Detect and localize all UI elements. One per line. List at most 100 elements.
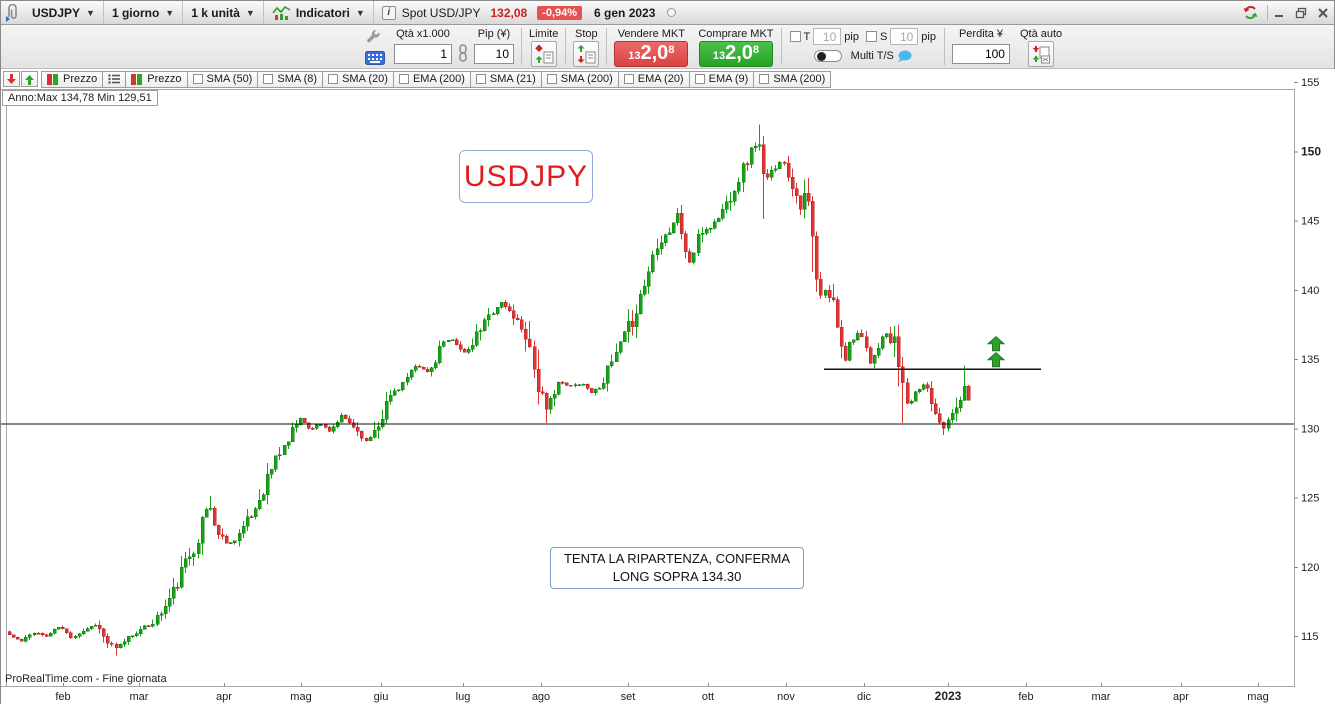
pip-input[interactable] xyxy=(474,43,514,64)
indicators-dropdown[interactable]: Indicatori ▼ xyxy=(264,1,374,24)
refresh-button[interactable] xyxy=(1239,1,1261,24)
indicator-chip-label: SMA (20) xyxy=(342,73,388,85)
help-bubble-icon[interactable] xyxy=(897,50,912,63)
year-range-label: Anno:Max 134,78 Min 129,51 xyxy=(2,90,158,106)
sell-shortcut-button[interactable] xyxy=(3,71,20,87)
list-icon xyxy=(108,74,121,84)
x-tick-label: lug xyxy=(456,691,471,703)
auto-qty-icon xyxy=(1032,46,1051,64)
indicator-checkbox[interactable] xyxy=(546,74,557,84)
indicator-chip-sma-200-[interactable]: SMA (200) xyxy=(540,70,619,88)
units-dropdown[interactable]: 1 k unità ▼ xyxy=(183,1,264,24)
indicator-chip-label: SMA (200) xyxy=(773,73,826,85)
indicator-chip-label: SMA (50) xyxy=(206,73,253,85)
workspace-link-icon[interactable] xyxy=(1,1,24,24)
sell-price-big: 2,0 xyxy=(640,42,669,64)
x-tick-label: feb xyxy=(1018,691,1033,703)
indicator-chip-ema-9-[interactable]: EMA (9) xyxy=(688,70,755,88)
buy-group: Comprare MKT 13 2,0 8 xyxy=(693,25,778,68)
indicator-chip-ema-20-[interactable]: EMA (20) xyxy=(617,70,690,88)
quantity-input[interactable] xyxy=(394,43,452,64)
indicator-chip-sma-21-[interactable]: SMA (21) xyxy=(469,70,542,88)
indicator-chip-label: SMA (200) xyxy=(560,73,613,85)
indicator-chip-sma-200-[interactable]: SMA (200) xyxy=(753,70,832,88)
info-icon[interactable]: i xyxy=(381,5,396,20)
settings-wrench-icon[interactable] xyxy=(365,28,381,44)
x-tick-label: apr xyxy=(216,691,232,703)
indicator-checkbox[interactable] xyxy=(192,74,203,84)
tp-sl-block: T pip S pip Multi T/S xyxy=(784,25,942,68)
close-icon xyxy=(1318,7,1328,18)
note-annotation[interactable]: TENTA LA RIPARTENZA, CONFERMA LONG SOPRA… xyxy=(550,547,804,589)
stop-loss-input[interactable] xyxy=(890,28,919,46)
pip-unit-label: pip xyxy=(921,30,936,43)
instrument-name: USDJPY xyxy=(32,5,81,20)
sell-group: Vendere MKT 13 2,0 8 xyxy=(609,25,693,68)
instrument-dropdown[interactable]: USDJPY ▼ xyxy=(24,1,104,24)
take-profit-label: T xyxy=(803,30,811,43)
y-axis[interactable]: 155 150 145 140 135 130 125 120 115 xyxy=(1294,77,1321,643)
spot-label: Spot USD/JPY xyxy=(401,5,481,20)
x-tick-label: dic xyxy=(857,691,872,703)
x-tick-label: feb xyxy=(55,691,70,703)
x-tick-label: mar xyxy=(130,691,149,703)
x-tick-label: ott xyxy=(702,691,714,703)
stop-loss-checkbox[interactable] xyxy=(865,31,877,43)
x-tick-label: set xyxy=(621,691,636,703)
limit-order-button[interactable] xyxy=(530,41,557,67)
multi-ts-toggle[interactable] xyxy=(813,50,842,63)
sell-label: Vendere MKT xyxy=(617,28,685,40)
stop-order-button[interactable] xyxy=(573,41,600,67)
indicator-checkbox[interactable] xyxy=(475,74,486,84)
timeframe-dropdown[interactable]: 1 giorno ▼ xyxy=(104,1,184,24)
buy-market-button[interactable]: 13 2,0 8 xyxy=(698,41,773,67)
x-tick-label: mag xyxy=(1247,691,1268,703)
indicator-chip-sma-8-[interactable]: SMA (8) xyxy=(257,70,324,88)
indicator-bar: Prezzo Prezzo SMA (50) SMA (8) SMA (20) EMA… xyxy=(3,70,832,88)
note-line-2: LONG SOPRA 134.30 xyxy=(612,569,742,584)
stop-order-icon xyxy=(577,45,596,64)
take-profit-input[interactable] xyxy=(813,28,842,46)
take-profit-checkbox[interactable] xyxy=(789,31,801,43)
indicator-checkbox[interactable] xyxy=(759,74,770,84)
candle-colors-icon xyxy=(47,73,59,85)
indicator-checkbox[interactable] xyxy=(694,74,705,84)
price-chart[interactable]: 155 150 145 140 135 130 125 120 115 feb mar apr mag g… xyxy=(1,69,1335,704)
indicator-chip-ema-200-[interactable]: EMA (200) xyxy=(392,70,471,88)
drawn-lines[interactable] xyxy=(1,368,1294,425)
x-tick-label: ago xyxy=(532,691,550,703)
minimize-button[interactable] xyxy=(1268,1,1290,24)
y-tick-label: 145 xyxy=(1301,216,1319,228)
x-axis[interactable]: feb mar apr mag giu lug ago set ott nov dic 2023 feb… xyxy=(55,683,1269,703)
price-panel-chip[interactable]: Prezzo xyxy=(41,70,104,88)
sell-market-button[interactable]: 13 2,0 8 xyxy=(614,41,689,67)
indicator-checkbox[interactable] xyxy=(263,74,274,84)
indicator-checkbox[interactable] xyxy=(328,74,339,84)
price-chip-label: Prezzo xyxy=(63,73,98,85)
list-options-button[interactable] xyxy=(102,70,127,88)
indicator-chip-sma-20-[interactable]: SMA (20) xyxy=(322,70,394,88)
candlestick-series xyxy=(7,124,971,656)
quantity-label: Qtà x1.000 xyxy=(396,28,450,40)
indicator-chip-sma-50-[interactable]: SMA (50) xyxy=(186,70,259,88)
link-chain-icon[interactable] xyxy=(457,44,469,63)
indicator-checkbox[interactable] xyxy=(623,74,634,84)
buy-shortcut-button[interactable] xyxy=(21,71,38,87)
change-badge: -0,94% xyxy=(537,5,583,20)
symbol-annotation[interactable]: USDJPY xyxy=(459,150,593,203)
red-down-arrow-icon xyxy=(7,73,16,84)
close-button[interactable] xyxy=(1312,1,1334,24)
chevron-down-icon: ▼ xyxy=(355,7,365,18)
up-arrows-annotation[interactable] xyxy=(986,336,1006,368)
loss-label: Perdita ¥ xyxy=(958,28,1003,40)
auto-qty-group: Qtà auto xyxy=(1015,25,1067,68)
auto-qty-button[interactable] xyxy=(1028,41,1055,67)
loss-input[interactable] xyxy=(951,43,1010,64)
restore-button[interactable] xyxy=(1290,1,1312,24)
y-tick-label: 130 xyxy=(1301,423,1319,435)
keyboard-icon[interactable] xyxy=(365,51,385,65)
indicator-chip-label: EMA (200) xyxy=(412,73,465,85)
indicator-checkbox[interactable] xyxy=(398,74,409,84)
price-style-chip[interactable]: Prezzo xyxy=(125,70,188,88)
